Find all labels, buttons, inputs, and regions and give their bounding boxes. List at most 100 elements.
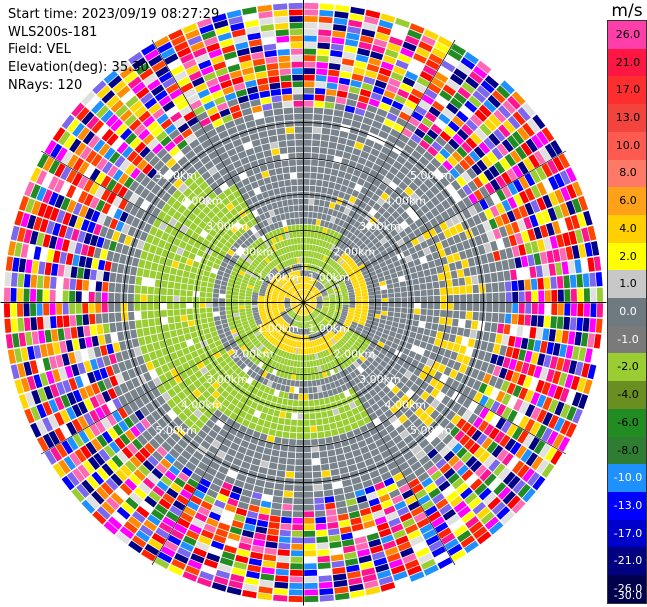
range-gate [571,392,582,407]
range-gate [314,318,319,324]
range-gate [215,471,226,481]
range-gate [570,288,577,302]
range-gate [570,303,577,317]
range-gate [254,424,263,433]
range-gate [436,265,444,274]
range-gate [316,306,322,310]
range-gate [223,272,231,278]
range-gate [335,372,342,380]
range-gate [220,516,233,526]
range-gate [82,130,95,145]
range-gate [396,440,407,450]
range-gate [107,427,119,440]
range-gate [318,226,324,233]
range-gate [303,433,311,439]
range-gate [179,489,192,500]
range-gate [158,221,168,231]
range-gate [294,314,298,320]
range-gate [187,237,196,246]
range-gate [297,420,304,426]
range-gate [228,237,236,245]
range-gate [299,302,304,308]
range-gate [346,358,353,366]
range-gate [511,245,520,258]
range-gate [115,531,131,545]
range-gate [338,519,351,528]
range-gate [379,261,387,268]
range-gate [36,232,45,247]
range-gate [87,135,101,149]
range-gate [394,409,404,419]
range-gate [527,363,536,377]
range-gate [490,414,501,427]
range-gate [131,257,140,267]
range-gate [75,291,82,302]
range-gate [162,493,175,505]
range-gate [147,286,154,295]
range-gate [434,295,440,303]
range-gate [451,414,462,425]
range-gate [564,374,574,389]
range-gate [256,265,263,272]
range-gate [360,445,370,455]
range-gate [229,412,238,421]
range-gate [293,306,299,311]
range-gate [191,518,205,529]
range-gate [539,224,549,238]
range-gate [121,244,130,255]
range-gate [476,330,484,340]
range-gate [508,258,516,270]
range-gate [270,456,279,464]
range-gate [275,430,283,438]
range-gate [390,564,406,575]
range-gate [239,311,246,316]
range-gate [173,523,188,535]
range-gate [434,180,445,192]
range-gate [472,176,484,189]
range-gate [543,354,552,368]
range-gate [404,274,412,281]
range-gate [378,102,391,112]
range-gate [62,290,69,302]
range-gate [238,410,247,419]
range-gate [110,118,123,132]
range-gate [175,167,186,178]
range-gate [431,323,439,331]
range-gate [369,256,377,263]
range-gate [163,265,171,274]
range-gate [321,292,328,296]
range-gate [188,413,199,424]
range-gate [464,51,479,65]
range-gate [415,47,430,58]
range-gate [550,450,563,465]
range-gate [310,231,315,238]
range-gate [337,320,344,325]
range-gate [184,243,193,252]
range-gate [72,468,85,483]
range-gate [298,315,301,322]
range-gate [284,297,291,300]
ray [288,302,304,603]
range-gate [425,358,434,368]
range-gate [272,310,279,314]
range-gate [162,214,172,224]
range-gate [238,370,246,378]
range-gate [128,275,136,285]
range-gate [211,237,219,246]
range-gate [501,199,512,212]
range-gate [332,573,347,581]
range-gate [442,508,456,521]
range-gate [550,316,557,329]
range-gate [419,156,430,167]
range-gate [36,275,44,289]
range-gate [353,237,360,244]
range-gate [479,303,486,312]
range-gate [407,500,421,511]
range-gate [336,357,343,365]
range-gate [342,376,349,384]
range-gate [325,349,330,356]
range-gate [332,435,341,443]
range-gate [563,316,571,330]
range-gate [307,292,312,298]
range-gate [221,390,230,399]
